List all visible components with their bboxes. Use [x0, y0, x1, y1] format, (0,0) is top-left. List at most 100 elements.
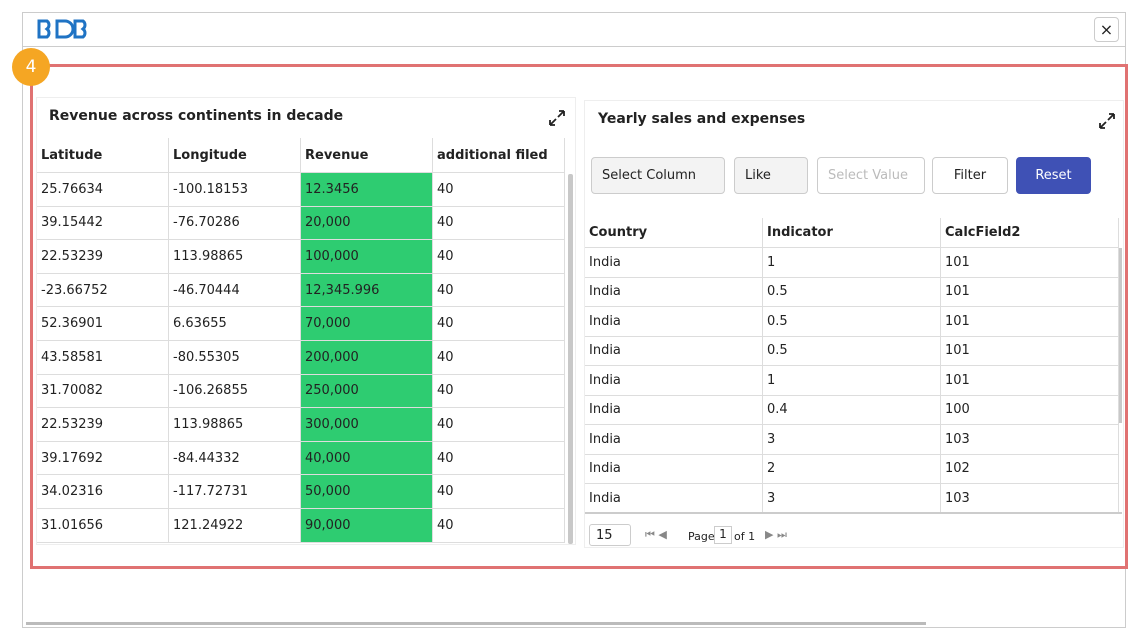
- pager-nav[interactable]: ⏮ ◀: [645, 528, 667, 541]
- column-header: Indicator: [763, 218, 941, 248]
- table-cell: 1: [763, 366, 941, 396]
- table-cell: 101: [941, 277, 1119, 307]
- table-cell: 300,000: [301, 408, 433, 442]
- scrollbar: [1118, 248, 1122, 423]
- reset-button[interactable]: Reset: [1016, 157, 1091, 194]
- table-cell: India: [585, 336, 763, 366]
- page-count: of 1: [734, 530, 756, 543]
- table-cell: 100: [941, 395, 1119, 425]
- table-cell: -23.66752: [37, 273, 169, 308]
- table-cell: 101: [941, 336, 1119, 366]
- table-cell: 102: [941, 454, 1119, 484]
- table-cell: 12.3456: [301, 173, 433, 207]
- column-header: Latitude: [37, 138, 169, 173]
- page-label: Page: [688, 530, 715, 543]
- table-cell: 40: [433, 307, 565, 341]
- column-header: additional filed: [433, 138, 565, 173]
- column-header: Country: [585, 218, 763, 248]
- table-cell: 40: [433, 374, 565, 409]
- table-cell: -100.18153: [169, 173, 301, 207]
- table-cell: 43.58581: [37, 341, 169, 375]
- table: Country Indicator CalcField2 India 1 101 India…: [585, 218, 1122, 514]
- table-cell: 40: [433, 240, 565, 274]
- table-cell: 100,000: [301, 240, 433, 274]
- close-button[interactable]: ×: [1094, 17, 1119, 42]
- panel-title: Yearly sales and expenses: [598, 111, 806, 127]
- table-cell: -117.72731: [169, 475, 301, 509]
- table-cell: 40: [433, 475, 565, 509]
- column-header: Longitude: [169, 138, 301, 173]
- table-cell: 40: [433, 509, 565, 543]
- table-cell: 121.24922: [169, 509, 301, 543]
- table-cell: 31.70082: [37, 374, 169, 409]
- table-cell: 34.02316: [37, 475, 169, 509]
- table-cell: 113.98865: [169, 240, 301, 274]
- table-cell: 40: [433, 408, 565, 442]
- table-cell: 70,000: [301, 307, 433, 341]
- table-cell: 250,000: [301, 374, 433, 409]
- scrollbar: [568, 174, 573, 544]
- expand-icon[interactable]: [547, 108, 567, 128]
- table-cell: 22.53239: [37, 408, 169, 442]
- column-header: Revenue: [301, 138, 433, 173]
- table-cell: 6.63655: [169, 307, 301, 341]
- table-cell: -106.26855: [169, 374, 301, 409]
- right-panel: Yearly sales and expenses Select Column …: [584, 100, 1124, 548]
- table-cell: 20,000: [301, 206, 433, 241]
- table-cell: -84.44332: [169, 441, 301, 476]
- table-cell: -80.55305: [169, 341, 301, 375]
- table-cell: 31.01656: [37, 509, 169, 543]
- table-cell: 3: [763, 425, 941, 455]
- page-size-select[interactable]: 15: [589, 524, 631, 546]
- table-cell: 103: [941, 425, 1119, 455]
- table-cell: 101: [941, 307, 1119, 337]
- table-cell: 2: [763, 454, 941, 484]
- table-cell: 39.15442: [37, 206, 169, 241]
- page-input[interactable]: 1: [714, 526, 732, 544]
- table-cell: 0.4: [763, 395, 941, 425]
- table-cell: 25.76634: [37, 173, 169, 207]
- table-cell: India: [585, 454, 763, 484]
- table-cell: 103: [941, 484, 1119, 512]
- table-cell: 0.5: [763, 307, 941, 337]
- table-cell: India: [585, 307, 763, 337]
- table-cell: India: [585, 366, 763, 396]
- table-cell: 50,000: [301, 475, 433, 509]
- table-cell: 52.36901: [37, 307, 169, 341]
- table-cell: 3: [763, 484, 941, 512]
- table-cell: 40: [433, 173, 565, 207]
- horizontal-scrollbar: [26, 622, 926, 625]
- table-cell: 1: [763, 248, 941, 278]
- operator-select[interactable]: Like: [734, 157, 808, 194]
- table-cell: 40: [433, 441, 565, 476]
- table-cell: 200,000: [301, 341, 433, 375]
- expand-icon[interactable]: [1097, 111, 1117, 131]
- highlight-frame: [30, 64, 1128, 569]
- column-header: CalcField2: [941, 218, 1119, 248]
- table-cell: 39.17692: [37, 441, 169, 476]
- table-cell: 101: [941, 248, 1119, 278]
- filter-button[interactable]: Filter: [932, 157, 1008, 194]
- step-badge: 4: [12, 48, 50, 86]
- column-select[interactable]: Select Column: [591, 157, 725, 194]
- table-cell: 0.5: [763, 336, 941, 366]
- pager-nav[interactable]: ▶ ⏭: [765, 528, 787, 541]
- table-cell: India: [585, 248, 763, 278]
- table-cell: 40,000: [301, 441, 433, 476]
- value-input[interactable]: Select Value: [817, 157, 925, 194]
- table-cell: -76.70286: [169, 206, 301, 241]
- table-cell: 113.98865: [169, 408, 301, 442]
- table-cell: 40: [433, 341, 565, 375]
- table-cell: 101: [941, 366, 1119, 396]
- panel-title: Revenue across continents in decade: [49, 108, 344, 124]
- table-cell: 0.5: [763, 277, 941, 307]
- logo: [37, 19, 87, 39]
- table-cell: 90,000: [301, 509, 433, 543]
- table-cell: India: [585, 277, 763, 307]
- table-cell: 22.53239: [37, 240, 169, 274]
- table-cell: 12,345.996: [301, 273, 433, 308]
- table-cell: India: [585, 425, 763, 455]
- table-cell: 40: [433, 206, 565, 241]
- table-cell: India: [585, 395, 763, 425]
